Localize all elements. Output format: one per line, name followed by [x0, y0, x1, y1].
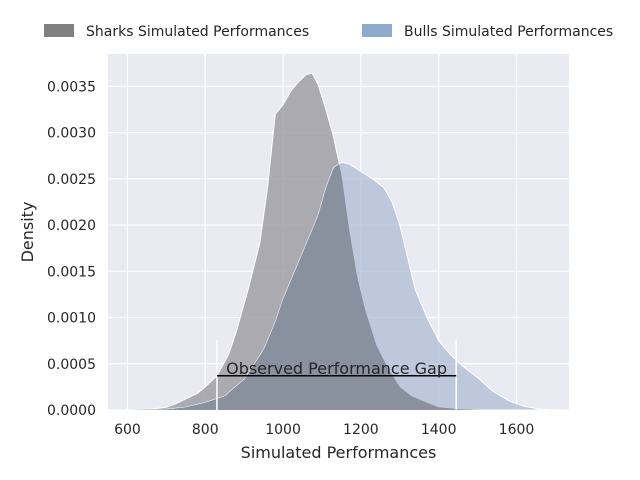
legend-swatch-sharks [44, 24, 74, 37]
annotation: Observed Performance Gap [216, 339, 457, 410]
x-tick-label: 1200 [343, 422, 379, 438]
x-tick-label: 1400 [421, 422, 457, 438]
x-tick-label: 600 [114, 422, 141, 438]
x-axis-ticks: 600 800 1000 1200 1400 1600 [114, 422, 534, 438]
y-tick-label: 0.0030 [47, 126, 96, 142]
y-tick-label: 0.0000 [47, 403, 96, 419]
x-tick-label: 1000 [265, 422, 301, 438]
legend-label-bulls: Bulls Simulated Performances [404, 24, 613, 40]
y-tick-label: 0.0035 [47, 79, 96, 95]
gap-annotation-label: Observed Performance Gap [226, 359, 447, 378]
density-overlap [127, 163, 556, 410]
density-areas [127, 72, 556, 410]
y-tick-label: 0.0005 [47, 357, 96, 373]
legend: Sharks Simulated Performances Bulls Simu… [44, 24, 613, 40]
y-tick-label: 0.0010 [47, 311, 96, 327]
y-tick-label: 0.0015 [47, 264, 96, 280]
x-tick-label: 1600 [499, 422, 535, 438]
y-tick-label: 0.0020 [47, 218, 96, 234]
y-axis-ticks: 0.0000 0.0005 0.0010 0.0015 0.0020 0.0025 0.00… [47, 79, 96, 419]
x-tick-label: 800 [192, 422, 219, 438]
x-axis-label: Simulated Performances [241, 443, 437, 462]
legend-swatch-bulls [362, 24, 392, 37]
legend-label-sharks: Sharks Simulated Performances [86, 24, 309, 40]
y-tick-label: 0.0025 [47, 172, 96, 188]
y-axis-label: Density [18, 202, 37, 263]
